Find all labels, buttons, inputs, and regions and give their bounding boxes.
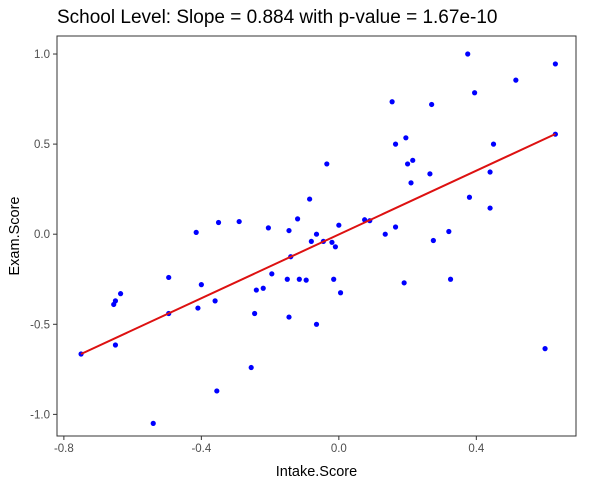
data-point [337, 290, 344, 296]
data-point [307, 196, 313, 202]
data-point [253, 287, 259, 293]
data-point [166, 274, 172, 281]
data-point [214, 388, 220, 394]
data-point [429, 101, 435, 108]
data-points [78, 51, 558, 426]
data-point [447, 276, 454, 282]
chart-title: School Level: Slope = 0.884 with p-value… [57, 7, 497, 28]
y-axis-title: Exam.Score [7, 197, 23, 276]
data-point [313, 231, 320, 237]
data-point [215, 219, 222, 226]
x-tick-label: -0.4 [191, 443, 211, 455]
data-point [265, 225, 271, 231]
data-point [286, 227, 292, 234]
y-axis: -1.0 -0.5 0.0 0.5 1.0 [30, 49, 57, 421]
data-point [336, 222, 342, 228]
data-point [487, 205, 493, 211]
data-point [332, 244, 339, 250]
data-point [324, 161, 330, 167]
data-point [195, 305, 201, 311]
regression-fit [80, 133, 556, 355]
data-point [331, 276, 337, 282]
data-point [389, 99, 395, 105]
data-point [294, 216, 301, 222]
regression-line [80, 133, 556, 355]
x-tick-label: 0.0 [331, 443, 347, 455]
data-point [410, 157, 416, 163]
data-point [236, 218, 242, 225]
data-point [466, 194, 473, 200]
data-point [465, 51, 471, 57]
data-point [252, 310, 258, 317]
x-axis-title: Intake.Score [276, 464, 357, 480]
x-tick-label: 0.4 [468, 443, 485, 455]
data-point [552, 61, 558, 67]
data-point [313, 321, 320, 327]
data-point [472, 90, 478, 96]
data-point [329, 239, 335, 245]
data-point [404, 161, 411, 167]
data-point [401, 280, 407, 286]
y-tick-label: 1.0 [34, 49, 50, 61]
data-point [117, 291, 124, 297]
data-point [269, 271, 275, 277]
data-point [193, 229, 199, 235]
data-point [403, 135, 409, 141]
data-point [392, 224, 399, 230]
y-tick-label: -1.0 [30, 409, 50, 421]
y-tick-label: 0.0 [34, 229, 50, 241]
data-point [408, 180, 414, 186]
data-point [284, 276, 290, 282]
data-point [286, 314, 292, 320]
x-axis: -0.8 -0.4 0.0 0.4 [54, 436, 485, 455]
data-point [212, 298, 218, 304]
data-point [542, 346, 548, 352]
y-tick-label: 0.5 [34, 139, 50, 151]
data-point [303, 277, 309, 283]
data-point [112, 298, 119, 304]
data-point [382, 231, 388, 237]
data-point [430, 237, 436, 244]
data-point [260, 285, 266, 291]
x-tick-label: -0.8 [54, 443, 74, 455]
data-point [112, 342, 119, 348]
data-point [296, 276, 302, 282]
data-point [490, 141, 497, 147]
y-tick-label: -0.5 [30, 319, 50, 331]
data-point [150, 420, 156, 426]
data-point [427, 171, 433, 177]
data-point [198, 282, 204, 288]
data-point [392, 141, 399, 147]
data-point [248, 364, 254, 371]
data-point [487, 169, 493, 175]
data-point [513, 77, 519, 83]
data-point [446, 228, 452, 235]
data-point [308, 238, 314, 245]
